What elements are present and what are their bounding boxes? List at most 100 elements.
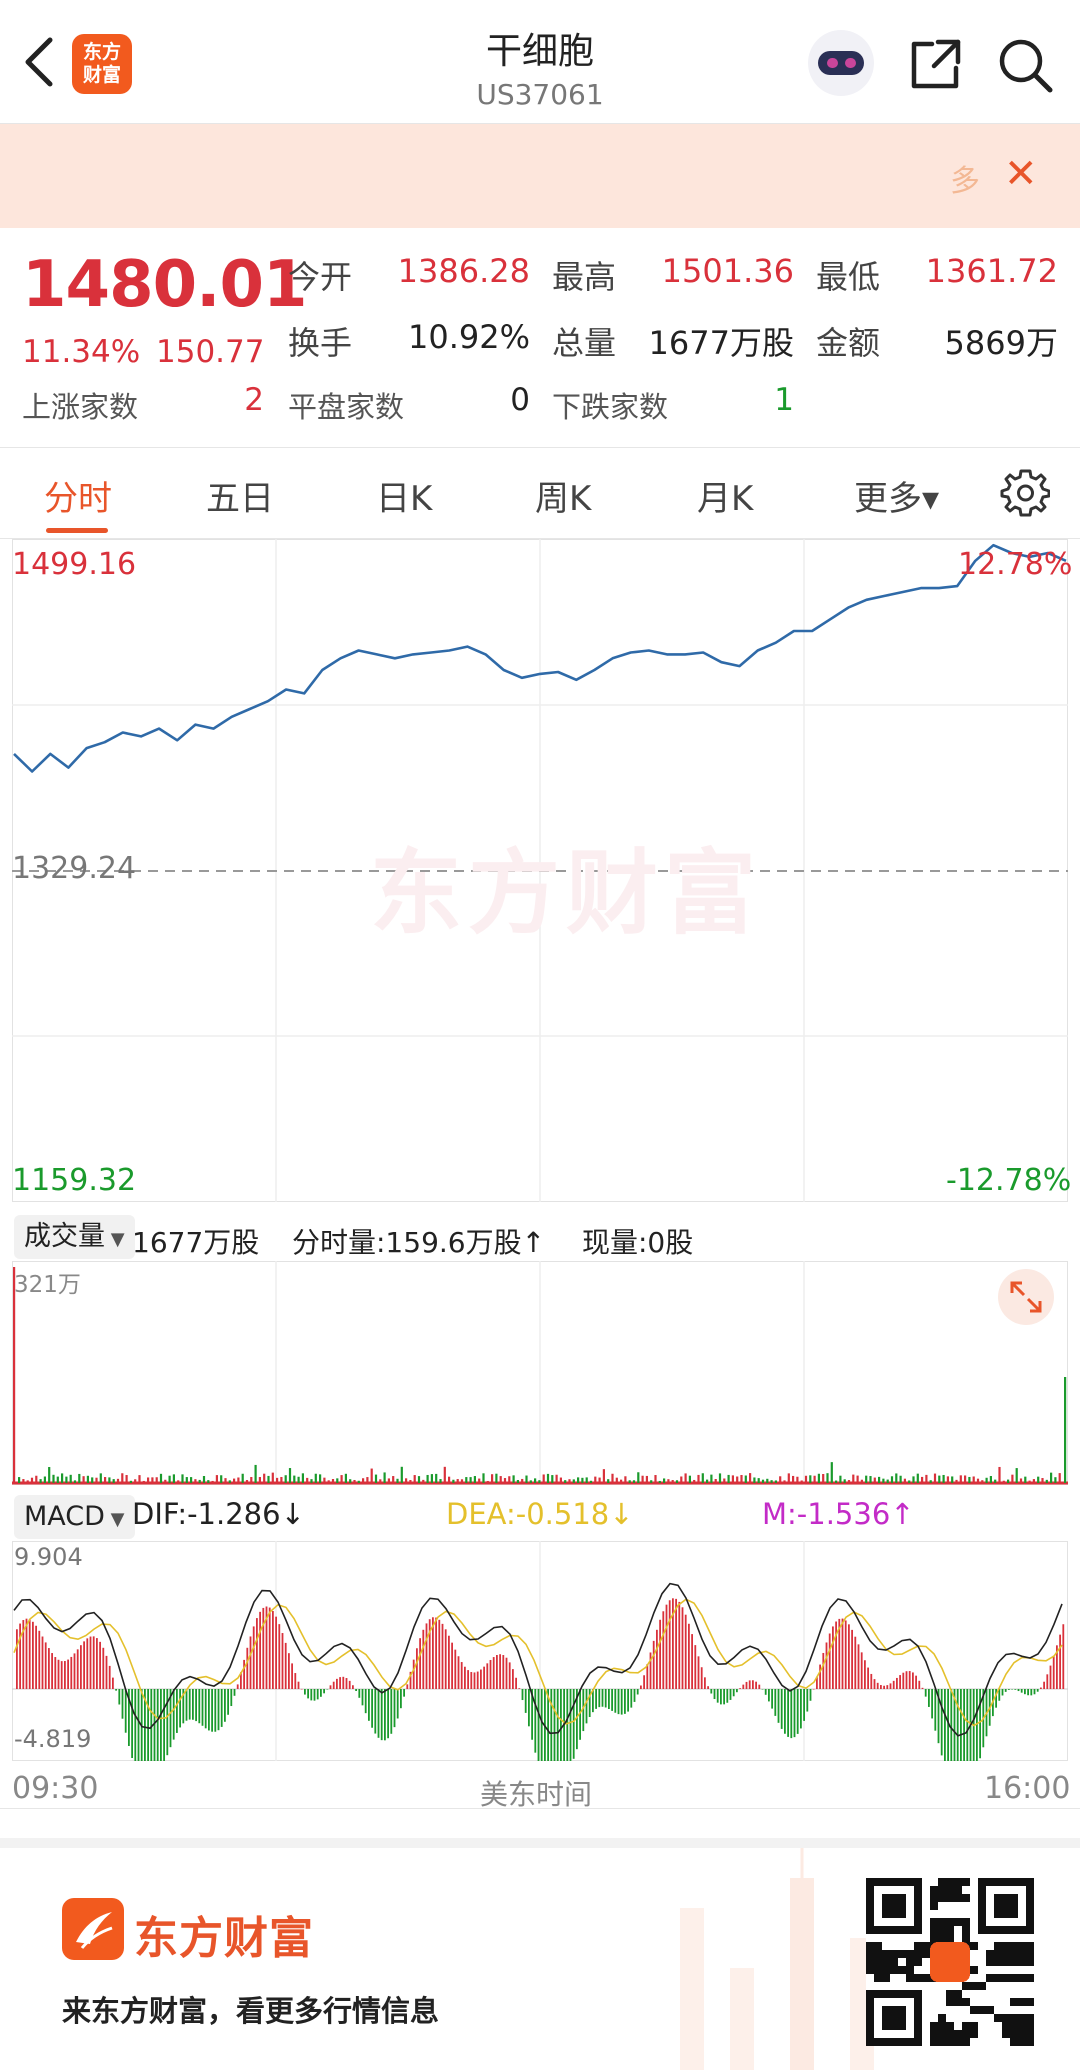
volume-bar <box>164 1479 167 1483</box>
qr-cell <box>946 1894 954 1902</box>
volume-bar <box>852 1474 855 1483</box>
macd-histogram-bar <box>870 1673 873 1689</box>
tab-weekly-k[interactable]: 周K <box>535 479 592 519</box>
close-icon[interactable]: ✕ <box>1004 151 1038 197</box>
macd-histogram-bar <box>99 1641 101 1689</box>
qr-cell <box>978 1982 986 1990</box>
macd-histogram-bar <box>371 1689 373 1728</box>
macd-histogram-bar <box>534 1689 537 1753</box>
footer-brand-name: 东方财富 <box>134 1913 314 1964</box>
macd-histogram-bar <box>224 1689 226 1722</box>
open-value: 1386.28 <box>397 252 530 290</box>
search-icon[interactable] <box>996 36 1054 94</box>
eastmoney-logo-icon: 东方 财富 <box>72 34 132 94</box>
qr-cell <box>1010 1902 1018 1910</box>
macd-histogram-bar <box>540 1689 543 1761</box>
qr-cell <box>930 1934 938 1942</box>
volume-indicator-select[interactable]: 成交量 ▼ <box>14 1215 135 1259</box>
intraday-chart-area[interactable]: 东方财富 1499.16 12.78% 1329.24 1159.32 -12.… <box>0 539 1080 1811</box>
time-axis: 09:30 美东时间 16:00 <box>0 1765 1080 1811</box>
volume-bar <box>598 1477 601 1483</box>
volume-bar <box>86 1475 89 1483</box>
macd-histogram-bar <box>272 1611 274 1689</box>
qr-cell <box>906 1878 914 1886</box>
volume-bar <box>865 1475 868 1483</box>
macd-histogram-bar <box>883 1685 885 1689</box>
macd-histogram-bar <box>54 1657 57 1689</box>
qr-cell <box>938 1934 946 1942</box>
macd-indicator-select[interactable]: MACD ▼ <box>14 1495 135 1539</box>
macd-histogram-bar <box>105 1655 108 1689</box>
qr-cell <box>866 1990 874 1998</box>
tab-five-day[interactable]: 五日 <box>206 479 274 519</box>
macd-histogram-bar <box>892 1680 895 1689</box>
macd-histogram-bar <box>64 1661 66 1689</box>
volume-bar-chart[interactable] <box>12 1261 1068 1485</box>
macd-histogram-bar <box>368 1689 370 1721</box>
macd-histogram-bar <box>662 1611 665 1689</box>
macd-histogram-bar <box>832 1626 834 1689</box>
qr-cell <box>978 1878 986 1886</box>
ai-assistant-robot-icon[interactable] <box>808 30 874 96</box>
macd-histogram-bar <box>160 1689 162 1761</box>
qr-cell <box>914 1910 922 1918</box>
macd-histogram-bar <box>774 1689 777 1716</box>
macd-histogram-bar <box>585 1689 588 1724</box>
qr-cell <box>882 1926 890 1934</box>
macd-histogram-bar <box>889 1683 892 1689</box>
qr-cell <box>882 1966 890 1974</box>
macd-histogram-bar <box>256 1618 258 1689</box>
back-arrow-icon[interactable] <box>20 34 60 90</box>
macd-histogram-bar <box>825 1642 828 1689</box>
gear-icon[interactable] <box>1000 467 1050 517</box>
macd-histogram-bar <box>512 1669 514 1689</box>
macd-histogram-bar <box>176 1689 178 1733</box>
qr-cell <box>970 2030 978 2038</box>
macd-histogram-bar <box>281 1633 284 1689</box>
tab-monthly-k[interactable]: 月K <box>697 479 754 519</box>
max-percent-label: 12.78% <box>958 547 1073 582</box>
macd-histogram-bar <box>732 1689 735 1697</box>
volume-bar <box>301 1473 304 1483</box>
qr-cell <box>890 1878 898 1886</box>
volume-bar <box>675 1480 679 1483</box>
share-icon[interactable] <box>908 36 964 92</box>
macd-histogram-bar <box>796 1689 799 1734</box>
qr-cell <box>986 2006 994 2014</box>
qr-cell <box>1018 1878 1026 1886</box>
macd-histogram-bar <box>521 1689 524 1701</box>
macd-histogram-bar <box>944 1689 946 1761</box>
volume-bar <box>13 1267 16 1483</box>
volume-bar <box>452 1479 455 1483</box>
macd-histogram-bar <box>566 1689 569 1761</box>
macd-histogram-bar <box>44 1642 47 1689</box>
macd-histogram-bar <box>723 1689 725 1705</box>
macd-histogram-bar <box>678 1601 681 1689</box>
tab-more[interactable]: 更多▾ <box>854 479 940 519</box>
volume-bar <box>448 1476 451 1483</box>
qr-cell <box>946 1926 954 1934</box>
macd-histogram-bar <box>905 1671 908 1689</box>
qr-cell <box>914 2006 922 2014</box>
macd-histogram-bar <box>844 1620 847 1689</box>
volume-bar <box>946 1476 949 1483</box>
macd-histogram-bar <box>310 1689 313 1701</box>
tab-daily-k[interactable]: 日K <box>376 479 433 519</box>
volume-bar <box>847 1480 851 1483</box>
volume-bar <box>964 1475 967 1483</box>
expand-icon[interactable] <box>998 1269 1054 1325</box>
macd-histogram-bar <box>115 1689 117 1691</box>
tab-intraday[interactable]: 分时 <box>44 479 112 519</box>
volume-bar <box>706 1479 709 1483</box>
macd-chart[interactable] <box>12 1541 1068 1761</box>
macd-histogram-bar <box>611 1689 613 1711</box>
volume-bar <box>473 1476 476 1483</box>
macd-histogram-bar <box>556 1689 559 1761</box>
macd-histogram-bar <box>803 1689 805 1721</box>
change-percent: 11.34% <box>22 334 141 370</box>
volume-bar <box>39 1479 42 1483</box>
promo-banner[interactable]: 多 ✕ <box>0 124 1080 228</box>
price-line-chart[interactable] <box>12 539 1068 1202</box>
qr-cell <box>866 1894 874 1902</box>
macd-histogram-bar <box>620 1689 623 1715</box>
